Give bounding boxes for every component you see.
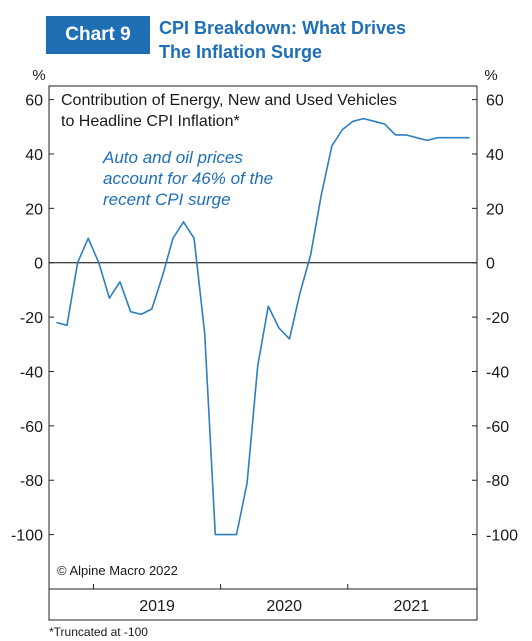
source-label: © Alpine Macro 2022 (57, 563, 178, 578)
y-tick-label-right: 40 (486, 147, 504, 164)
y-unit-label-right: % (484, 67, 497, 84)
x-tick-label: 2020 (266, 598, 302, 615)
y-tick-label-left: 40 (25, 147, 43, 164)
annotation-line: Auto and oil prices (102, 148, 243, 167)
y-tick-label-right: -60 (486, 419, 509, 436)
x-axis-band (48, 588, 478, 621)
chart-title-line-2: The Inflation Surge (159, 42, 323, 62)
y-tick-label-left: 0 (34, 256, 43, 273)
x-tick-label: 2021 (394, 598, 430, 615)
x-tick-label: 2019 (139, 598, 175, 615)
y-tick-label-right: -20 (486, 310, 509, 327)
y-tick-label-left: -20 (20, 310, 43, 327)
inner-title-line: to Headline CPI Inflation* (61, 113, 240, 130)
y-unit-label-left: % (32, 67, 45, 84)
y-tick-label-left: -40 (20, 364, 43, 381)
y-tick-label-right: 0 (486, 256, 495, 273)
y-tick-label-left: -60 (20, 419, 43, 436)
chart-title-line-1: CPI Breakdown: What Drives (159, 18, 407, 38)
annotation-line: account for 46% of the (103, 169, 273, 188)
y-tick-label-right: -80 (486, 473, 509, 490)
series-line (56, 117, 470, 536)
y-tick-label-left: 60 (25, 93, 43, 110)
y-tick-label-right: 60 (486, 93, 504, 110)
inner-title-line: Contribution of Energy, New and Used Veh… (61, 92, 397, 109)
chart-title: CPI Breakdown: What Drives The Inflation… (159, 16, 519, 64)
footnote: *Truncated at -100 (49, 625, 148, 639)
y-tick-label-right: -100 (486, 528, 518, 545)
y-tick-label-right: -40 (486, 364, 509, 381)
y-tick-label-left: 20 (25, 201, 43, 218)
annotation-line: recent CPI surge (103, 190, 231, 209)
y-tick-label-right: 20 (486, 201, 504, 218)
y-tick-label-left: -100 (11, 528, 43, 545)
chart-number-badge: Chart 9 (46, 16, 150, 54)
y-tick-label-left: -80 (20, 473, 43, 490)
